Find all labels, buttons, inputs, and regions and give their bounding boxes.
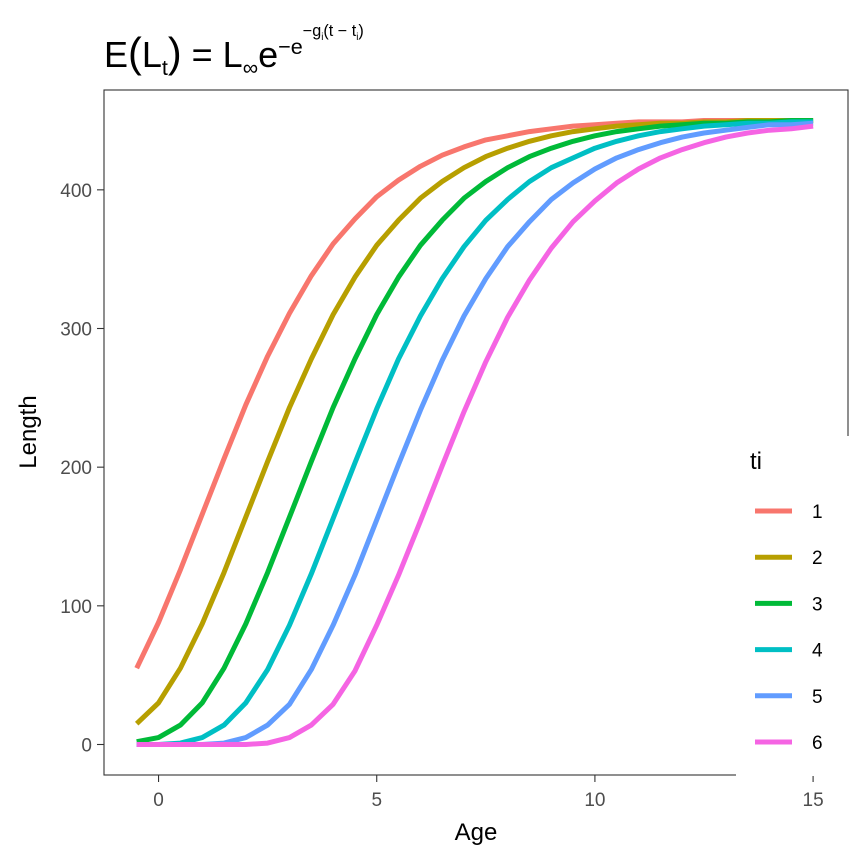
chart-title: E(Lt) = L∞e−e−gi(t − ti) bbox=[104, 22, 364, 80]
legend-label-6: 6 bbox=[812, 733, 823, 754]
panel-border bbox=[103, 89, 849, 776]
legend-label-1: 1 bbox=[812, 502, 823, 523]
legend-background bbox=[736, 436, 864, 776]
x-tick-label: 0 bbox=[153, 790, 164, 811]
x-tick-label: 5 bbox=[371, 790, 382, 811]
y-tick-label: 0 bbox=[81, 735, 92, 756]
x-tick-label: 15 bbox=[803, 790, 824, 811]
x-tick-label: 10 bbox=[584, 790, 605, 811]
y-tick-label: 200 bbox=[60, 458, 92, 479]
series-line-3 bbox=[136, 118, 814, 745]
series-line-5 bbox=[136, 120, 814, 747]
series-line-6 bbox=[136, 123, 814, 747]
legend-label-2: 2 bbox=[812, 548, 823, 569]
x-axis: 0 5 10 15 bbox=[153, 775, 824, 811]
y-tick-label: 100 bbox=[60, 597, 92, 618]
y-axis-title: Length bbox=[15, 395, 42, 468]
series-line-1 bbox=[134, 118, 814, 670]
y-axis: 0 100 200 300 400 bbox=[60, 181, 104, 756]
legend-label-3: 3 bbox=[812, 594, 823, 615]
series-line-4 bbox=[136, 119, 814, 747]
y-tick-label: 400 bbox=[60, 181, 92, 202]
legend-title: ti bbox=[750, 448, 762, 475]
legend: 1 2 3 4 5 6 bbox=[755, 502, 823, 754]
y-tick-label: 300 bbox=[60, 320, 92, 341]
legend-label-4: 4 bbox=[812, 641, 823, 662]
series-layer bbox=[134, 118, 814, 747]
legend-label-5: 5 bbox=[812, 687, 823, 708]
x-axis-title: Age bbox=[455, 819, 498, 846]
